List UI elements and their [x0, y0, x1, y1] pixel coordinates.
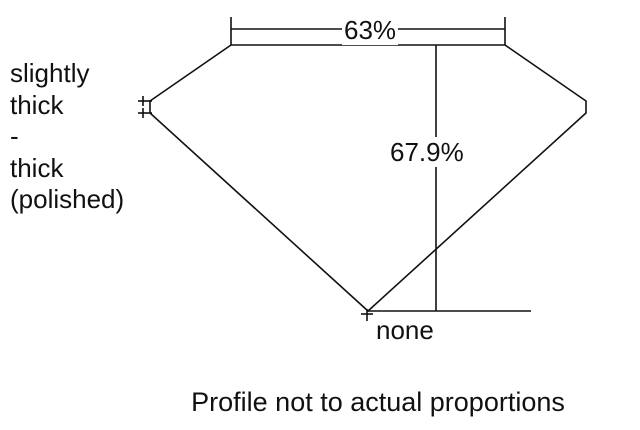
girdle-thickness-label: slightly thick - thick (polished) [10, 58, 124, 216]
girdle-label-line: - [10, 121, 19, 151]
culet-marker [361, 309, 373, 321]
depth-percent-label: 67.9% [389, 137, 465, 167]
girdle-label-line: thick [10, 89, 64, 120]
girdle-label-line: (polished) [10, 184, 125, 214]
culet-label: none [376, 315, 434, 345]
caption: Profile not to actual proportions [191, 387, 565, 417]
girdle-marker [138, 96, 152, 118]
girdle-label-line: slightly [10, 58, 90, 88]
gem-outline [149, 44, 587, 313]
girdle-label-line: thick [10, 152, 64, 183]
table-percent-label: 63% [342, 15, 399, 45]
